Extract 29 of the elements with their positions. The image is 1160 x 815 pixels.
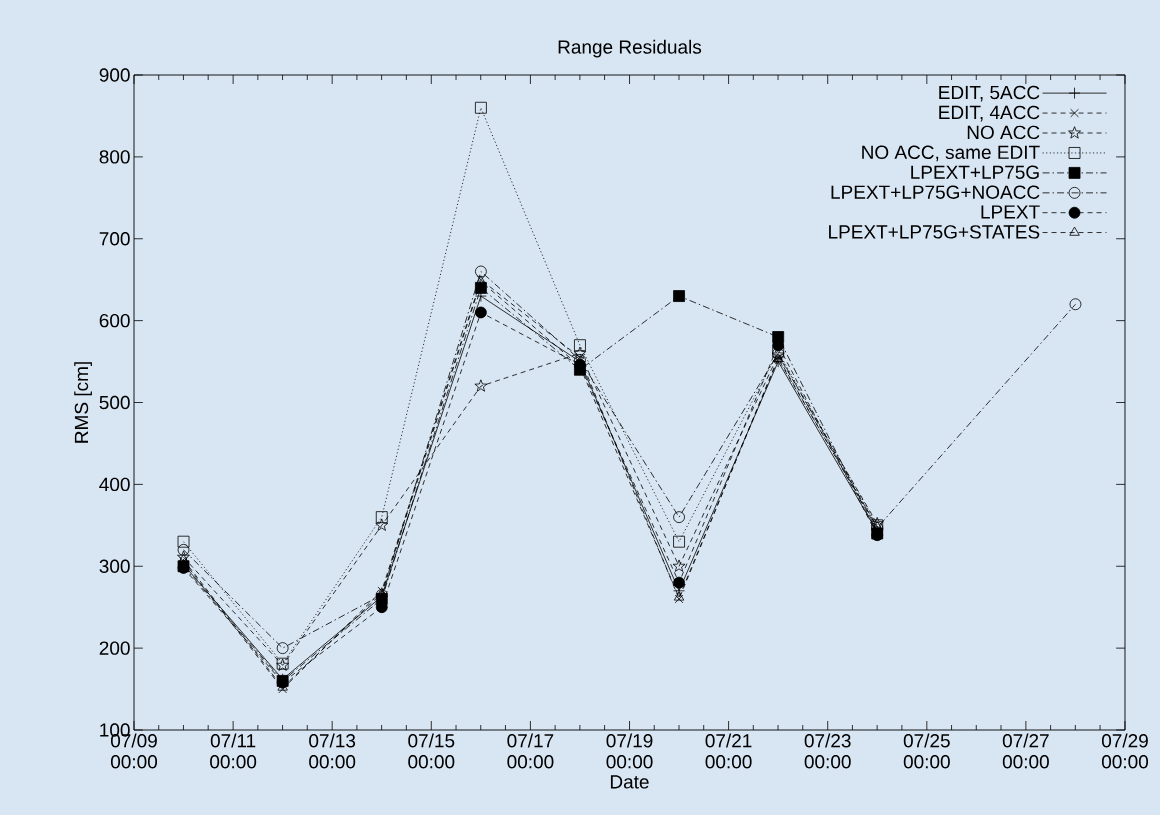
- y-tick-label: 200: [99, 641, 130, 655]
- y-tick-label: 600: [99, 313, 130, 328]
- x-tick-label: 07/15 00:00: [408, 733, 455, 769]
- y-tick-label: 700: [99, 232, 130, 246]
- legend-label: NO ACC, same EDIT: [862, 145, 1040, 162]
- x-tick-label: 07/29 00:00: [1101, 733, 1149, 769]
- y-axis-title: RMS [cm]: [74, 362, 92, 443]
- legend-label: LPEXT: [981, 205, 1040, 219]
- legend-label: LPEXT+LP75G: [911, 165, 1039, 179]
- chart-title: Range Residuals: [558, 39, 702, 58]
- x-tick-label: 07/17 00:00: [507, 733, 554, 769]
- y-tick-label: 400: [99, 477, 130, 492]
- x-tick-label: 07/13 00:00: [309, 733, 356, 769]
- x-tick-label: 07/19 00:00: [606, 733, 653, 769]
- x-tick-label: 07/11 00:00: [210, 733, 257, 769]
- x-tick-label: 07/21 00:00: [705, 733, 752, 769]
- y-tick-label: 900: [99, 68, 130, 82]
- legend-label: NO ACC: [967, 125, 1040, 140]
- y-tick-label: 300: [99, 559, 130, 573]
- x-tick-label: 07/23 00:00: [804, 733, 851, 769]
- legend-label: EDIT, 5ACC: [939, 85, 1040, 102]
- y-tick-label: 500: [99, 395, 130, 410]
- legend-label: EDIT, 4ACC: [939, 105, 1040, 122]
- x-tick-label: 07/25 00:00: [903, 733, 950, 769]
- legend-label: LPEXT+LP75G+STATES: [829, 225, 1040, 239]
- x-tick-label: 07/27 00:00: [1002, 733, 1049, 769]
- legend-label: LPEXT+LP75G+NOACC: [831, 185, 1040, 199]
- y-tick-label: 800: [99, 150, 130, 164]
- x-axis-title: Date: [610, 775, 649, 789]
